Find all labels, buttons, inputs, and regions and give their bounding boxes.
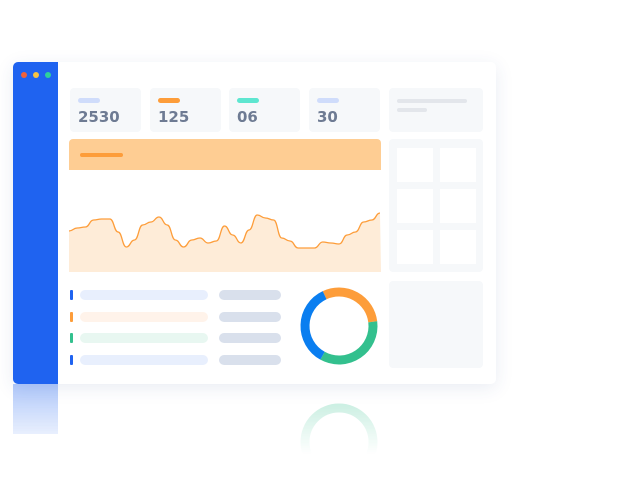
stat-accent bbox=[78, 98, 100, 103]
sidebar bbox=[13, 62, 58, 384]
row-value-placeholder bbox=[219, 354, 281, 365]
stat-card: 125 bbox=[150, 88, 221, 132]
tile[interactable] bbox=[397, 230, 433, 264]
tile[interactable] bbox=[397, 148, 433, 182]
dashboard-window: 2530 125 06 30 bbox=[13, 62, 496, 384]
stat-value: 125 bbox=[158, 108, 190, 126]
chart-header bbox=[69, 139, 381, 170]
row-value-placeholder bbox=[219, 333, 281, 343]
area-fill bbox=[69, 213, 381, 272]
stat-card: 06 bbox=[229, 88, 300, 132]
stat-accent bbox=[158, 98, 180, 103]
sidebar-reflection bbox=[13, 384, 58, 434]
row-value-placeholder bbox=[219, 290, 281, 300]
donut-reflection bbox=[300, 403, 378, 481]
tile[interactable] bbox=[440, 148, 476, 182]
donut-chart bbox=[300, 287, 378, 365]
stat-value: 2530 bbox=[78, 108, 120, 126]
row-marker bbox=[70, 311, 73, 322]
series-line bbox=[69, 212, 381, 249]
placeholder-line bbox=[397, 99, 467, 103]
donut-segment bbox=[320, 321, 378, 365]
info-card bbox=[389, 88, 483, 132]
row-marker bbox=[70, 333, 73, 343]
side-panel bbox=[389, 281, 483, 368]
stat-value: 06 bbox=[237, 108, 258, 126]
close-dot[interactable] bbox=[21, 72, 27, 78]
row-label-placeholder[interactable] bbox=[80, 290, 208, 300]
stat-card: 2530 bbox=[70, 88, 141, 132]
stat-accent bbox=[237, 98, 259, 103]
row-label-placeholder[interactable] bbox=[80, 333, 208, 343]
donut-segment bbox=[322, 287, 378, 323]
tile-grid-panel bbox=[389, 139, 483, 272]
stat-card: 30 bbox=[309, 88, 380, 132]
donut-segment bbox=[300, 291, 327, 360]
row-label-placeholder[interactable] bbox=[80, 354, 208, 365]
row-value-placeholder bbox=[219, 311, 281, 322]
stat-value: 30 bbox=[317, 108, 338, 126]
donut-reflection-ring bbox=[300, 403, 378, 481]
row-label-placeholder[interactable] bbox=[80, 311, 208, 322]
maximize-dot[interactable] bbox=[45, 72, 51, 78]
tile[interactable] bbox=[440, 189, 476, 223]
tile[interactable] bbox=[397, 189, 433, 223]
area-chart bbox=[69, 212, 381, 272]
tile[interactable] bbox=[440, 230, 476, 264]
placeholder-line bbox=[397, 108, 427, 112]
stat-accent bbox=[317, 98, 339, 103]
row-marker bbox=[70, 354, 73, 365]
minimize-dot[interactable] bbox=[33, 72, 39, 78]
reflection bbox=[13, 384, 496, 481]
row-marker bbox=[70, 290, 73, 300]
chart-title-placeholder bbox=[80, 153, 123, 157]
